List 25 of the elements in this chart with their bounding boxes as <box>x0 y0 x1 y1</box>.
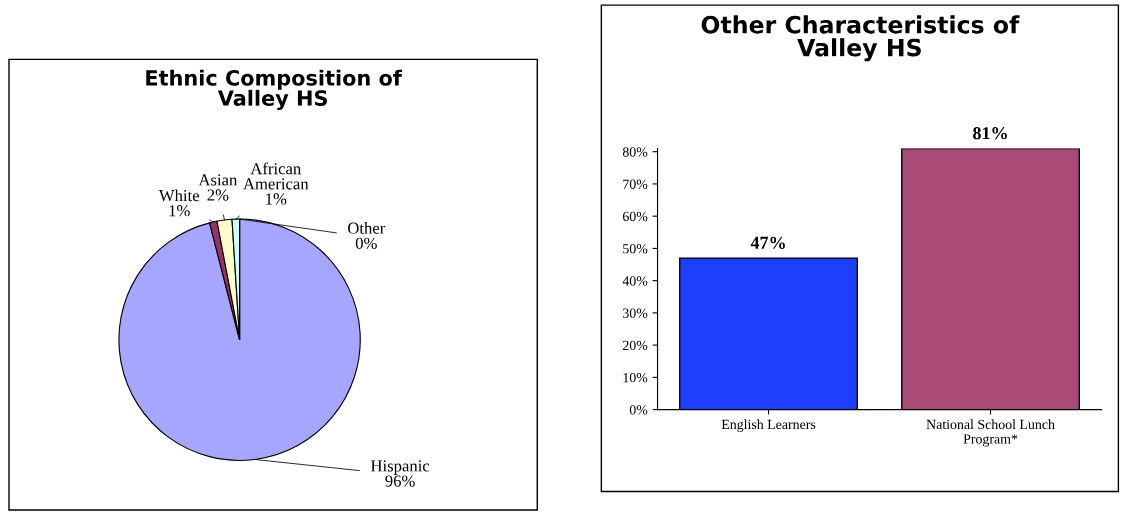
data-label: 81% <box>973 127 1007 140</box>
data-label: 47% <box>750 236 785 249</box>
y-tick-label: 30% <box>623 308 648 318</box>
x-tick-label: National School Lunch Program* <box>926 419 1055 447</box>
y-tick-label: 50% <box>623 244 648 254</box>
chart-title: Ethnic Composition of Valley HS <box>146 69 403 111</box>
y-tick-label: 70% <box>623 179 648 189</box>
y-tick-label: 60% <box>622 211 648 222</box>
data-label: 2% <box>207 189 229 201</box>
y-tick-label: 10% <box>623 372 648 383</box>
y-tick-label: 20% <box>622 340 648 351</box>
x-tick-label: English Learners <box>721 419 816 432</box>
slice-label: Asian <box>198 174 238 186</box>
data-label: 96% <box>385 475 415 487</box>
data-label: 1% <box>169 205 190 217</box>
category-label: Other <box>348 222 386 234</box>
slice-label: Hispanic <box>370 460 430 475</box>
slice-label: White <box>158 189 200 202</box>
text: 0% <box>355 237 377 249</box>
slice-label: African American <box>243 162 309 190</box>
data-label: 1% <box>266 193 287 205</box>
y-tick-label: 0% <box>629 405 648 415</box>
y-tick-label: 40% <box>622 276 648 286</box>
y-tick-label: 80% <box>622 147 648 157</box>
chart-title: Other Characteristics of Valley HS <box>701 15 1020 62</box>
